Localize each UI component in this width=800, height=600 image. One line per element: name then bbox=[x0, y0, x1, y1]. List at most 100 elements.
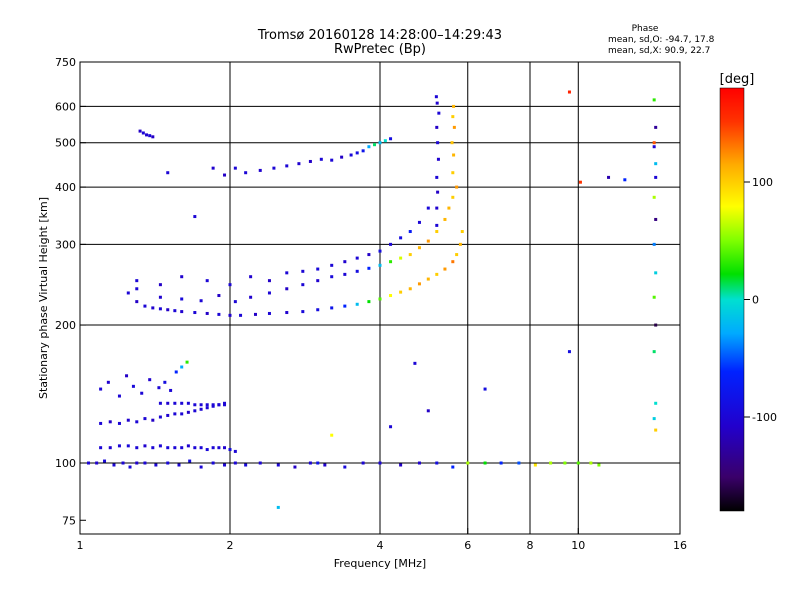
data-point bbox=[233, 449, 237, 453]
data-point bbox=[233, 166, 237, 170]
data-point bbox=[435, 223, 439, 227]
data-point bbox=[125, 374, 129, 378]
data-point bbox=[426, 409, 430, 413]
data-point bbox=[135, 420, 139, 424]
data-point bbox=[443, 267, 447, 271]
data-point bbox=[426, 277, 430, 281]
data-point bbox=[158, 295, 162, 299]
data-point bbox=[355, 302, 359, 306]
data-point bbox=[185, 360, 189, 364]
data-point bbox=[258, 461, 262, 465]
data-point bbox=[174, 370, 178, 374]
data-point bbox=[158, 283, 162, 287]
data-point bbox=[205, 403, 209, 407]
data-point bbox=[267, 291, 271, 295]
data-point bbox=[654, 175, 658, 179]
data-point bbox=[330, 306, 334, 310]
data-point bbox=[233, 300, 237, 304]
data-point bbox=[367, 253, 371, 257]
data-point bbox=[186, 410, 190, 414]
data-point bbox=[199, 299, 203, 303]
data-point bbox=[117, 421, 121, 425]
data-point bbox=[186, 444, 190, 448]
data-point bbox=[378, 461, 382, 465]
colorbar-ticks: -100 0 100 bbox=[744, 176, 777, 424]
data-point bbox=[389, 137, 393, 141]
data-point bbox=[121, 461, 125, 465]
y-tick-label: 100 bbox=[55, 457, 76, 470]
data-points bbox=[86, 90, 658, 509]
data-point bbox=[567, 350, 571, 354]
data-point bbox=[436, 141, 440, 145]
data-point bbox=[378, 297, 382, 301]
data-point bbox=[180, 412, 184, 416]
data-point bbox=[211, 403, 215, 407]
colorbar-tick-label: 100 bbox=[752, 176, 773, 189]
data-point bbox=[435, 230, 439, 234]
data-point bbox=[451, 260, 455, 264]
data-point bbox=[297, 162, 301, 166]
data-point bbox=[517, 461, 521, 465]
data-point bbox=[563, 461, 567, 465]
y-tick-label: 750 bbox=[55, 56, 76, 69]
data-point bbox=[576, 461, 580, 465]
data-point bbox=[417, 246, 421, 250]
data-point bbox=[652, 195, 656, 199]
data-point bbox=[399, 236, 403, 240]
data-point bbox=[436, 190, 440, 194]
data-point bbox=[267, 279, 271, 283]
data-point bbox=[316, 279, 320, 283]
y-tick-label: 600 bbox=[55, 100, 76, 113]
data-point bbox=[138, 129, 142, 133]
x-tick-label: 6 bbox=[464, 539, 471, 552]
data-point bbox=[355, 256, 359, 260]
data-point bbox=[378, 249, 382, 253]
data-point bbox=[483, 461, 487, 465]
data-point bbox=[193, 311, 197, 315]
data-point bbox=[186, 401, 190, 405]
x-tick-label: 1 bbox=[77, 539, 84, 552]
data-point bbox=[417, 461, 421, 465]
data-point bbox=[99, 446, 103, 450]
data-point bbox=[106, 380, 110, 384]
data-point bbox=[652, 98, 656, 102]
data-point bbox=[154, 463, 158, 467]
data-point bbox=[483, 387, 487, 391]
data-point bbox=[143, 417, 147, 421]
data-point bbox=[378, 263, 382, 267]
data-point bbox=[652, 145, 656, 149]
plot-area: 1 2 4 6 8 10 16 75 100 200 300 400 500 600 750 bbox=[55, 56, 687, 552]
data-point bbox=[499, 461, 503, 465]
x-axis-label: Frequency [MHz] bbox=[334, 557, 426, 570]
data-point bbox=[180, 365, 184, 369]
data-point bbox=[417, 282, 421, 286]
data-point bbox=[205, 311, 209, 315]
data-point bbox=[217, 312, 221, 316]
data-point bbox=[135, 461, 139, 465]
data-point bbox=[330, 263, 334, 267]
data-point bbox=[173, 446, 177, 450]
data-point bbox=[399, 256, 403, 260]
data-point bbox=[413, 361, 417, 365]
data-point bbox=[151, 306, 155, 310]
y-tick-label: 400 bbox=[55, 181, 76, 194]
data-point bbox=[163, 380, 167, 384]
colorbar-tick-label: 0 bbox=[752, 294, 759, 307]
data-point bbox=[330, 275, 334, 279]
data-point bbox=[455, 253, 459, 257]
data-point bbox=[173, 412, 177, 416]
data-point bbox=[228, 448, 232, 452]
data-point bbox=[443, 217, 447, 221]
data-point bbox=[143, 444, 147, 448]
data-point bbox=[169, 388, 173, 392]
data-point bbox=[308, 461, 312, 465]
data-point bbox=[166, 446, 170, 450]
data-point bbox=[654, 271, 658, 275]
data-point bbox=[217, 403, 221, 407]
data-point bbox=[426, 206, 430, 210]
data-point bbox=[86, 461, 90, 465]
data-point bbox=[135, 287, 139, 291]
data-point bbox=[223, 173, 227, 177]
data-point bbox=[135, 446, 139, 450]
data-point bbox=[148, 378, 152, 382]
